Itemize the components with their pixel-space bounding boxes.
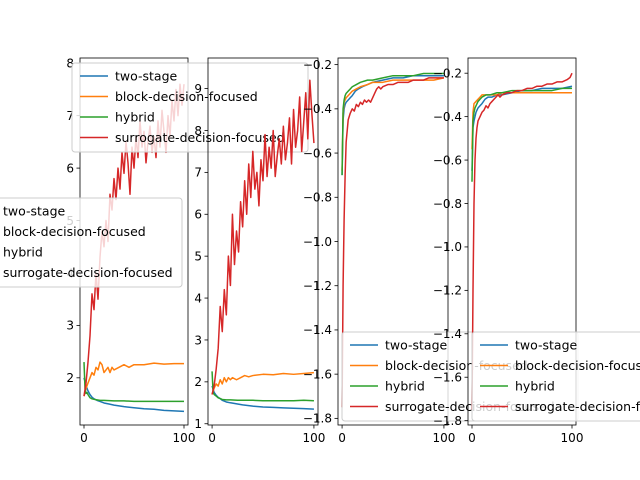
y-tick-label: 7 — [194, 166, 202, 180]
legend-label-3: surrogate-decision-focused — [515, 399, 640, 414]
y-tick-label: −0.8 — [303, 191, 332, 205]
x-tick-label: 0 — [468, 431, 476, 445]
y-tick-label: 8 — [66, 57, 74, 71]
y-tick-label: 3 — [194, 333, 202, 347]
overlay-legend: two-stage block-decision-focused hybrid sur… — [0, 197, 183, 288]
legend: two-stage block-decision-focused hybrid sur… — [471, 331, 640, 422]
y-tick-label: −0.4 — [433, 110, 462, 124]
series-group — [471, 72, 573, 410]
y-tick-label: 7 — [66, 109, 74, 123]
legend-label-1: block-decision-focused — [3, 224, 146, 239]
y-tick-label: −0.6 — [433, 153, 462, 167]
x-tick-label: 0 — [208, 431, 216, 445]
legend-frame — [71, 62, 309, 153]
y-tick-label: −0.2 — [433, 67, 462, 81]
y-tick-label: −1.0 — [433, 240, 462, 254]
series-line-two-stage — [83, 377, 185, 413]
y-tick-label: 2 — [194, 375, 202, 389]
x-tick-label: 100 — [173, 431, 196, 445]
series-group — [211, 79, 315, 410]
x-tick-label: 0 — [338, 431, 346, 445]
legend-label-2: hybrid — [515, 379, 555, 394]
axes-frame — [467, 57, 577, 426]
legend-label-3: surrogate-decision-focused — [115, 130, 285, 145]
series-line-surrogate-decision-focused — [471, 72, 573, 410]
series-line-hybrid — [471, 87, 572, 182]
legend: two-stage block-decision-focused hybrid sur… — [71, 62, 309, 153]
y-tick-label: 6 — [194, 208, 202, 222]
x-tick-label: 100 — [432, 431, 455, 445]
series-line-block-decision-focused — [83, 361, 184, 397]
subplots: 01002345678two-stageblock-decision-focus… — [66, 57, 640, 445]
legend-label-0: two-stage — [3, 204, 66, 219]
y-tick-label: 4 — [194, 291, 202, 305]
series-line-hybrid — [341, 72, 444, 176]
y-tick-label: 9 — [194, 82, 202, 96]
y-tick-label: −1.6 — [433, 371, 462, 385]
legend-label-2: hybrid — [385, 379, 425, 394]
series-line-surrogate-decision-focused — [341, 77, 444, 408]
y-tick-label: 2 — [66, 371, 74, 385]
y-tick-label: 1 — [194, 417, 202, 431]
legend-label-1: block-decision-focused — [515, 358, 640, 373]
y-tick-label: 8 — [194, 124, 202, 138]
legend-label-2: hybrid — [115, 110, 155, 125]
series-group — [341, 72, 445, 408]
x-tick-label: 100 — [561, 431, 584, 445]
y-tick-label: −1.2 — [303, 279, 332, 293]
y-tick-label: −1.2 — [433, 284, 462, 298]
x-tick-label: 100 — [302, 431, 325, 445]
legend-label-1: block-decision-focused — [115, 89, 258, 104]
subplot-2: 0 100 1 2 3 4 5 6 7 8 9 — [194, 57, 325, 445]
x-tick-label: 0 — [80, 431, 88, 445]
y-tick-label: 6 — [66, 161, 74, 175]
y-tick-label: −0.6 — [303, 146, 332, 160]
series-line-hybrid — [211, 371, 314, 402]
legend-label-2: hybrid — [3, 245, 43, 260]
y-tick-label: −1.4 — [303, 323, 332, 337]
y-tick-label: −1.8 — [433, 414, 462, 428]
series-line-surrogate-decision-focused — [211, 79, 315, 395]
legend: two-stage block-decision-focused hybrid sur… — [0, 197, 183, 288]
subplot-4: 0 100 −0.2 −0.4 −0.6 −0.8 −1.0 −1.2 −1.4 −1.6 −1.8… — [433, 57, 640, 445]
series-line-block-decision-focused — [211, 371, 314, 395]
y-tick-label: 3 — [66, 319, 74, 333]
y-tick-label: −1.4 — [433, 327, 462, 341]
series-line-two-stage — [471, 85, 573, 171]
y-tick-label: −1.0 — [303, 235, 332, 249]
y-tick-label: −0.8 — [433, 197, 462, 211]
series-line-block-decision-focused — [471, 92, 572, 150]
legend-label-0: two-stage — [385, 338, 448, 353]
legend-frame — [0, 197, 183, 288]
legend-label-0: two-stage — [115, 69, 178, 84]
legend-label-3: surrogate-decision-focused — [3, 265, 173, 280]
axes-frame — [207, 57, 319, 426]
legend-frame — [471, 331, 640, 422]
legend-label-0: two-stage — [515, 338, 578, 353]
y-tick-label: −1.8 — [303, 412, 332, 426]
y-tick-label: −0.4 — [303, 102, 332, 116]
series-line-hybrid — [83, 362, 184, 403]
y-tick-label: 5 — [194, 249, 202, 263]
y-tick-label: −0.2 — [303, 58, 332, 72]
y-tick-label: −1.6 — [303, 367, 332, 381]
